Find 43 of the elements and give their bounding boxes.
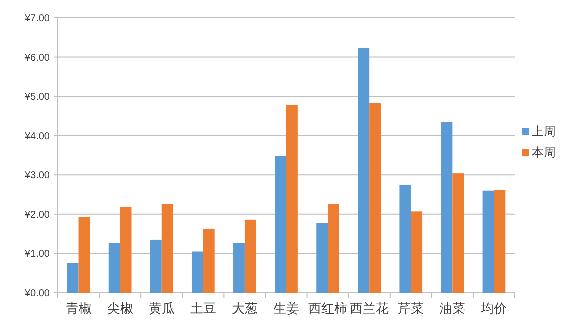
y-tick-label: ¥6.00: [24, 52, 50, 64]
bar: [358, 48, 370, 293]
y-tick-label: ¥1.00: [24, 249, 50, 260]
bar: [400, 184, 412, 293]
bar: [162, 204, 174, 293]
bar: [494, 190, 506, 293]
x-tick-label: 芹菜: [398, 301, 424, 316]
bar: [234, 243, 245, 293]
x-tick-label: 均价: [480, 301, 508, 316]
legend-label: 上周: [532, 124, 556, 138]
y-tick-label: ¥0.00: [24, 288, 50, 300]
bar: [78, 217, 90, 293]
bar: [150, 240, 162, 293]
bar: [316, 223, 328, 293]
y-tick-label: ¥7.00: [24, 14, 50, 24]
x-tick-label: 西红柿: [308, 301, 348, 316]
bar: [67, 263, 79, 293]
y-tick-label: ¥3.00: [24, 170, 50, 182]
legend-label: 本周: [532, 146, 556, 160]
x-tick-label: 土豆: [190, 301, 216, 316]
y-tick-label: ¥2.00: [24, 210, 50, 221]
x-tick-label: 大葱: [232, 301, 258, 316]
bar: [482, 190, 494, 293]
x-tick-label: 西兰花: [350, 301, 390, 316]
bar: [192, 252, 204, 293]
y-tick-label: ¥4.00: [24, 131, 50, 142]
bar: [275, 156, 286, 293]
x-tick-label: 尖椒: [107, 301, 134, 316]
x-tick-label: 青椒: [66, 301, 92, 316]
bar: [108, 243, 120, 293]
bar: [244, 220, 256, 293]
bar: [286, 105, 298, 293]
bar: [441, 122, 453, 293]
bar: [328, 204, 340, 293]
x-tick-label: 黄瓜: [148, 301, 175, 316]
x-tick-label: 生姜: [274, 301, 300, 316]
bar: [120, 207, 132, 293]
bar: [411, 212, 423, 293]
bar: [370, 103, 382, 293]
y-tick-label: ¥5.00: [24, 92, 50, 104]
bar: [203, 228, 215, 293]
bar: [452, 174, 464, 293]
x-tick-label: 油菜: [440, 301, 466, 316]
